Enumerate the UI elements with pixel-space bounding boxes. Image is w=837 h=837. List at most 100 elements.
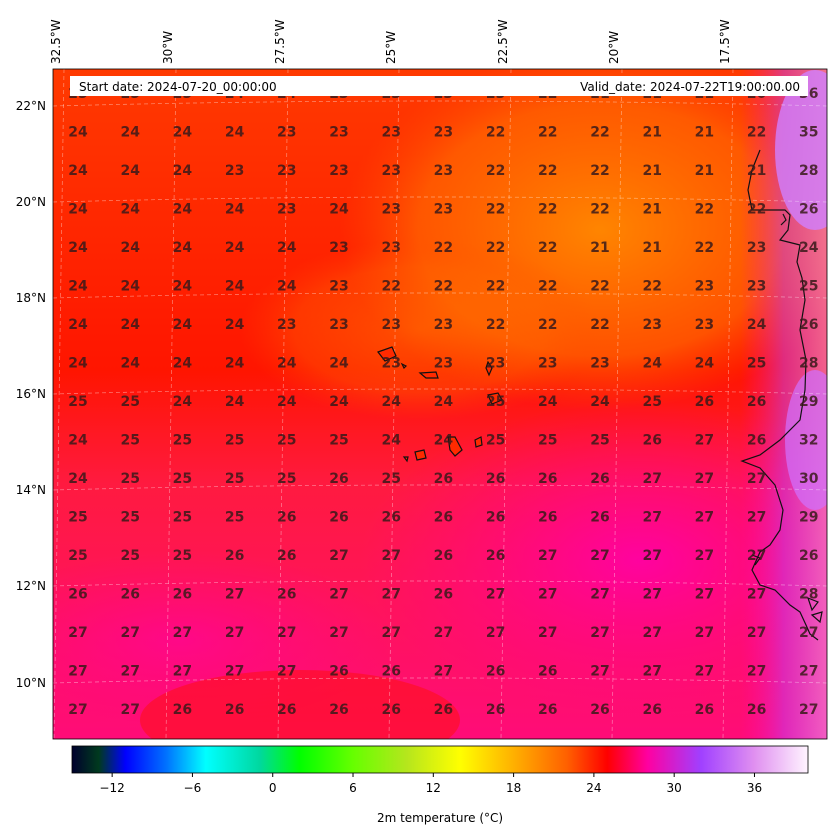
grid-value: 24 xyxy=(120,125,140,141)
map-frame xyxy=(52,68,828,740)
grid-value: 21 xyxy=(747,163,766,179)
grid-value: 27 xyxy=(329,587,348,603)
grid-value: 27 xyxy=(642,587,661,603)
grid-value: 27 xyxy=(173,664,192,680)
grid-value: 26 xyxy=(486,471,505,487)
grid-value: 25 xyxy=(277,471,296,487)
grid-value: 27 xyxy=(747,510,766,526)
grid-value: 26 xyxy=(434,471,453,487)
grid-value: 22 xyxy=(695,202,714,218)
longitude-label: 30°W xyxy=(161,31,175,64)
grid-value: 25 xyxy=(68,548,87,564)
coastline xyxy=(740,149,823,641)
grid-value: 22 xyxy=(538,163,557,179)
grid-value: 24 xyxy=(277,356,297,372)
grid-value: 22 xyxy=(486,317,505,333)
grid-value: 25 xyxy=(173,510,192,526)
grid-value: 26 xyxy=(68,587,87,603)
grid-value: 27 xyxy=(695,664,714,680)
grid-value: 27 xyxy=(173,625,192,641)
grid-value: 27 xyxy=(695,587,714,603)
grid-value: 25 xyxy=(747,356,766,372)
grid-value: 27 xyxy=(486,625,505,641)
grid-value: 25 xyxy=(120,394,139,410)
grid-value: 21 xyxy=(695,163,714,179)
grid-value: 25 xyxy=(329,433,348,449)
latitude-label: 22°N xyxy=(16,99,46,113)
grid-value: 27 xyxy=(120,702,139,718)
graticule xyxy=(53,69,827,739)
grid-value: 25 xyxy=(173,471,192,487)
colorbar-ticks: −12 −6 0 6 12 18 24 30 36 xyxy=(99,773,762,795)
grid-value: 26 xyxy=(590,510,609,526)
grid-value: 26 xyxy=(486,702,505,718)
grid-value: 26 xyxy=(799,317,818,333)
grid-value: 21 xyxy=(642,163,661,179)
grid-value: 27 xyxy=(68,664,87,680)
grid-value: 24 xyxy=(381,394,401,410)
grid-value: 24 xyxy=(434,433,454,449)
grid-value: 22 xyxy=(486,202,505,218)
grid-value: 26 xyxy=(225,548,244,564)
grid-value: 24 xyxy=(68,433,88,449)
longitude-label: 17.5°W xyxy=(718,19,732,64)
grid-value: 23 xyxy=(434,356,453,372)
grid-value: 27 xyxy=(225,587,244,603)
grid-value: 25 xyxy=(68,510,87,526)
grid-value: 26 xyxy=(173,702,192,718)
grid-value: 23 xyxy=(381,202,400,218)
grid-value: 26 xyxy=(329,664,348,680)
grid-value: 24 xyxy=(434,394,454,410)
grid-value: 24 xyxy=(747,317,767,333)
grid-value: 23 xyxy=(329,317,348,333)
grid-value: 22 xyxy=(538,279,557,295)
grid-value: 24 xyxy=(68,471,88,487)
grid-value: 29 xyxy=(799,510,818,526)
grid-value: 27 xyxy=(642,510,661,526)
grid-value: 23 xyxy=(277,125,296,141)
grid-value: 23 xyxy=(381,317,400,333)
latitude-label: 12°N xyxy=(16,579,46,593)
grid-value: 25 xyxy=(277,433,296,449)
longitude-label: 32.5°W xyxy=(49,19,63,64)
grid-value: 26 xyxy=(590,702,609,718)
grid-value: 26 xyxy=(538,510,557,526)
grid-value: 23 xyxy=(329,163,348,179)
grid-value: 24 xyxy=(225,240,245,256)
colorbar-tick-label: −6 xyxy=(184,781,202,795)
grid-value: 26 xyxy=(538,664,557,680)
grid-value: 23 xyxy=(695,317,714,333)
grid-value: 24 xyxy=(277,394,297,410)
grid-value: 22 xyxy=(695,240,714,256)
grid-value: 26 xyxy=(799,202,818,218)
grid-value: 23 xyxy=(642,317,661,333)
grid-value: 25 xyxy=(173,548,192,564)
gambia-estuary xyxy=(751,554,761,566)
grid-value: 24 xyxy=(329,356,349,372)
grid-value: 29 xyxy=(799,394,818,410)
boa-vista-island xyxy=(487,392,503,405)
grid-value: 26 xyxy=(486,664,505,680)
colorbar-tick-label: 30 xyxy=(667,781,682,795)
africa-coastline xyxy=(740,149,819,641)
grid-value: 24 xyxy=(68,279,88,295)
grid-value: 21 xyxy=(642,202,661,218)
grid-value: 23 xyxy=(747,240,766,256)
grid-value: 26 xyxy=(590,471,609,487)
grid-value: 27 xyxy=(747,471,766,487)
grid-value: 27 xyxy=(642,471,661,487)
cape-verde-islands xyxy=(377,346,503,463)
grid-value: 26 xyxy=(277,548,296,564)
colorbar-tick-label: 36 xyxy=(747,781,762,795)
grid-value: 25 xyxy=(120,548,139,564)
latitude-label: 20°N xyxy=(16,195,46,209)
grid-value: 23 xyxy=(381,163,400,179)
longitude-label: 27.5°W xyxy=(273,19,287,64)
fogo-island xyxy=(414,449,427,461)
grid-value: 25 xyxy=(590,433,609,449)
grid-value: 24 xyxy=(225,279,245,295)
colorbar-tick-label: 6 xyxy=(349,781,357,795)
grid-value: 24 xyxy=(381,433,401,449)
grid-value: 26 xyxy=(747,702,766,718)
grid-value: 27 xyxy=(68,702,87,718)
